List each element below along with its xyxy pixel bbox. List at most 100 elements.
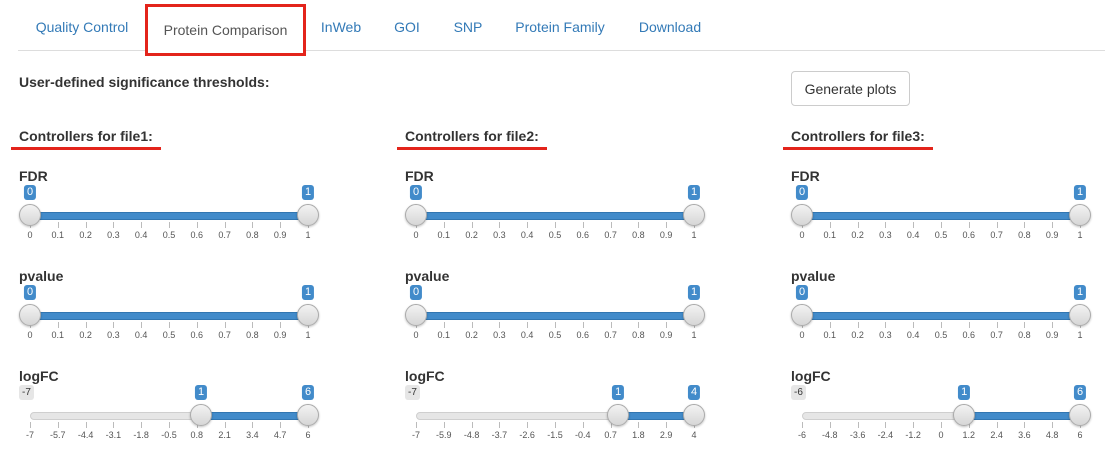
slider-label: pvalue — [19, 268, 64, 284]
slider-tick-label: 3.6 — [1018, 430, 1031, 440]
slider-tick — [913, 322, 915, 328]
slider-tick — [280, 322, 282, 328]
tab-goi[interactable]: GOI — [394, 19, 420, 35]
tab-quality-control[interactable]: Quality Control — [35, 19, 129, 35]
slider-tick-label: 0 — [938, 430, 944, 440]
slider-tick-label: -5.7 — [50, 430, 66, 440]
tab-snp[interactable]: SNP — [453, 19, 483, 35]
slider-high-handle[interactable] — [297, 204, 319, 226]
file1-logfc-slider[interactable]: logFC -7 -7 -5.7 -4.4 -3.1 -1.8 -0.5 0.8 2.1 3.4 4.… — [19, 368, 319, 458]
slider-tick-label: 0.8 — [632, 230, 645, 240]
slider-tick-label: 0.5 — [162, 230, 176, 240]
slider-tick-label: 0 — [27, 330, 33, 340]
slider-tick-label: -1.8 — [133, 430, 149, 440]
slider-high-handle[interactable] — [1069, 404, 1091, 426]
slider-tick — [113, 422, 115, 428]
slider-tick — [252, 422, 254, 428]
slider-tick-label: 2.9 — [659, 430, 673, 440]
slider-tick — [857, 422, 859, 428]
slider-min-label: -7 — [405, 385, 420, 400]
file3-controllers: Controllers for file3: FDR 0 0.1 0.2 0.3 0.4 0… — [783, 0, 1105, 460]
slider-low-handle[interactable] — [405, 304, 427, 326]
slider-tick — [252, 322, 254, 328]
slider-low-handle[interactable] — [190, 404, 213, 426]
slider-tick-label: 0.7 — [218, 230, 231, 240]
slider-high-handle[interactable] — [1069, 204, 1091, 226]
slider-tick — [224, 222, 226, 228]
slider-tick-label: 1.8 — [632, 430, 645, 440]
tab-protein-family[interactable]: Protein Family — [515, 19, 605, 35]
file1-fdr-slider[interactable]: FDR 0 0.1 0.2 0.3 0.4 0.5 0.6 0.7 0.8 0.9 1 0 1 — [19, 168, 319, 258]
slider-tick — [169, 422, 170, 428]
slider-tick-label: 0.9 — [1045, 330, 1059, 340]
generate-plots-button[interactable]: Generate plots — [791, 71, 910, 106]
file3-logfc-slider[interactable]: logFC -6 -6 -4.8 -3.6 -2.4 -1.2 0 1.2 2.4 3.6 4.8 6 1… — [791, 368, 1091, 458]
slider-high-handle[interactable] — [683, 404, 705, 426]
slider-tick-label: 0.9 — [273, 330, 287, 340]
slider-low-handle[interactable] — [405, 204, 427, 226]
slider-low-value: 0 — [23, 185, 37, 200]
slider-selected-range — [30, 212, 308, 220]
slider-low-handle[interactable] — [607, 404, 630, 426]
slider-tick — [57, 222, 59, 228]
slider-tick-label: 0.6 — [576, 230, 590, 240]
slider-low-value: 0 — [795, 185, 809, 200]
slider-tick-label: 2.1 — [218, 430, 231, 440]
slider-tick-label: 0.6 — [962, 230, 976, 240]
tab-protein-comparison[interactable]: Protein Comparison — [145, 4, 306, 56]
slider-tick — [666, 422, 668, 428]
slider-tick-label: 6 — [1077, 430, 1083, 440]
file1-pvalue-slider[interactable]: pvalue 0 0.1 0.2 0.3 0.4 0.5 0.6 0.7 0.8 0.9 1 0 1 — [19, 268, 319, 358]
slider-tick-label: 0.8 — [246, 230, 259, 240]
slider-tick-label: 0.8 — [246, 330, 259, 340]
slider-tick-label: 0.1 — [437, 230, 451, 240]
file2-fdr-slider[interactable]: FDR 0 0.1 0.2 0.3 0.4 0.5 0.6 0.7 0.8 0.9 1 0 1 — [405, 168, 705, 258]
slider-high-handle[interactable] — [297, 404, 319, 426]
slider-tick-label: 1 — [1077, 230, 1083, 240]
file2-logfc-slider[interactable]: logFC -7 -7 -5.9 -4.8 -3.7 -2.6 -1.5 -0.4 0.7 1.8 2… — [405, 368, 705, 458]
slider-high-handle[interactable] — [683, 304, 705, 326]
slider-tick — [1052, 222, 1054, 228]
slider-tick-label: 1.2 — [962, 430, 976, 440]
slider-tick — [141, 422, 143, 428]
slider-low-handle[interactable] — [19, 204, 41, 226]
slider-tick — [610, 222, 612, 228]
slider-tick-label: 0.7 — [218, 330, 231, 340]
slider-tick-label: 0.3 — [107, 230, 120, 240]
file3-pvalue-slider[interactable]: pvalue 0 0.1 0.2 0.3 0.4 0.5 0.6 0.7 0.8 0.9 1 0 1 — [791, 268, 1091, 358]
slider-low-handle[interactable] — [791, 304, 813, 326]
slider-tick — [527, 222, 529, 228]
file2-pvalue-slider[interactable]: pvalue 0 0.1 0.2 0.3 0.4 0.5 0.6 0.7 0.8 0.9 1 0 1 — [405, 268, 705, 358]
slider-label: logFC — [405, 368, 445, 384]
slider-tick-label: 0.4 — [134, 230, 148, 240]
slider-tick-label: 1 — [305, 230, 311, 240]
slider-tick — [280, 422, 282, 428]
slider-high-handle[interactable] — [1069, 304, 1091, 326]
slider-tick-label: -0.5 — [161, 430, 177, 440]
slider-tick-label: 0.5 — [162, 330, 176, 340]
slider-tick — [196, 322, 198, 328]
slider-high-value: 6 — [1073, 385, 1087, 400]
slider-tick-label: 0.2 — [465, 330, 478, 340]
slider-tick-label: -4.8 — [822, 430, 838, 440]
slider-tick — [85, 422, 87, 428]
slider-selected-range — [416, 312, 694, 320]
slider-tick — [555, 422, 556, 428]
slider-selected-range — [201, 412, 308, 420]
slider-high-handle[interactable] — [683, 204, 705, 226]
slider-high-handle[interactable] — [297, 304, 319, 326]
slider-tick — [913, 422, 915, 428]
slider-low-handle[interactable] — [19, 304, 41, 326]
tab-inweb[interactable]: InWeb — [320, 19, 362, 35]
slider-tick-label: 0.3 — [493, 230, 506, 240]
slider-tick-label: 0.5 — [548, 330, 562, 340]
file2-controllers: Controllers for file2: FDR 0 0.1 0.2 0.3 0.4 0… — [397, 0, 735, 460]
slider-tick-label: 0.7 — [604, 330, 617, 340]
slider-tick — [443, 322, 445, 328]
slider-low-handle[interactable] — [791, 204, 813, 226]
file3-fdr-slider[interactable]: FDR 0 0.1 0.2 0.3 0.4 0.5 0.6 0.7 0.8 0.9 1 0 1 — [791, 168, 1091, 258]
slider-tick — [169, 322, 170, 328]
tab-download[interactable]: Download — [638, 19, 702, 35]
slider-tick-label: -1.2 — [905, 430, 921, 440]
slider-low-handle[interactable] — [953, 404, 976, 426]
